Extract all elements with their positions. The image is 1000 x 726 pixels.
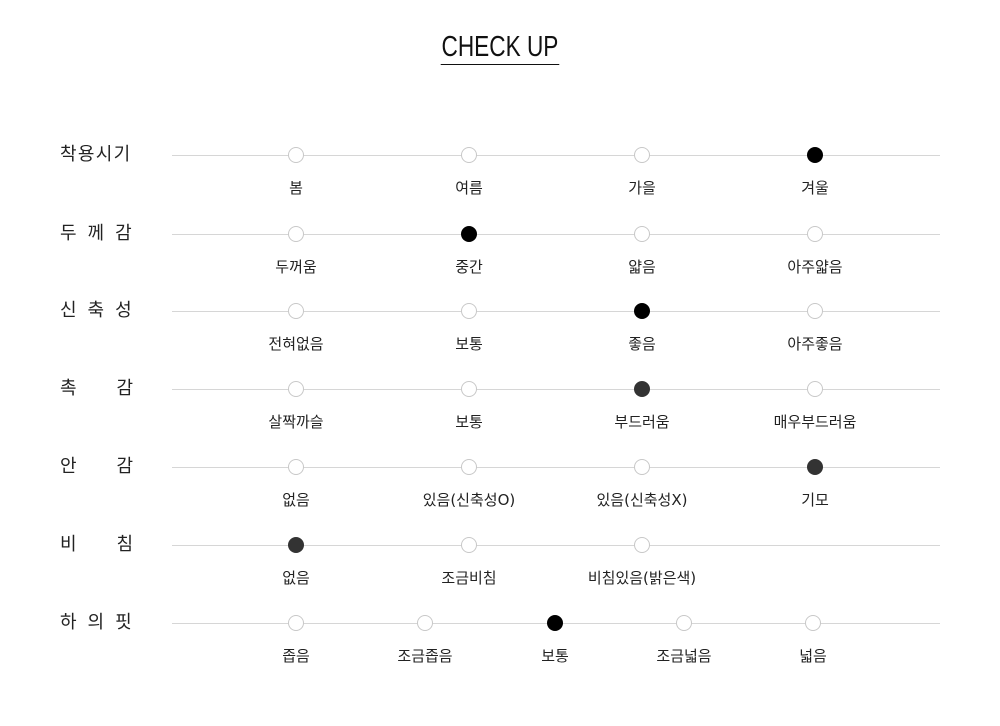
- radio-unselected[interactable]: [461, 537, 477, 553]
- option-label: 얇음: [628, 258, 656, 276]
- radio-unselected[interactable]: [634, 147, 650, 163]
- radio-unselected[interactable]: [288, 147, 304, 163]
- option-label: 살짝까슬: [268, 413, 324, 431]
- option-label: 부드러움: [614, 413, 670, 431]
- radio-selected[interactable]: [461, 226, 477, 242]
- radio-unselected[interactable]: [461, 147, 477, 163]
- option-label: 두꺼움: [275, 258, 317, 276]
- option-label: 없음: [282, 491, 310, 509]
- option-label: 기모: [801, 491, 829, 509]
- check-up-title: CHECK UP: [0, 30, 1000, 65]
- option-label: 있음(신축성O): [422, 491, 516, 509]
- option-label: 없음: [282, 569, 310, 587]
- row-track-line: [172, 467, 940, 468]
- option-label: 겨울: [801, 179, 829, 197]
- row-label: 안감: [60, 456, 174, 477]
- option-label: 매우부드러움: [773, 413, 857, 431]
- title-text: CHECK UP: [440, 31, 560, 65]
- radio-selected[interactable]: [288, 537, 304, 553]
- row-label: 비침: [60, 534, 174, 555]
- row-label: 두께감: [60, 223, 143, 244]
- row-label: 촉감: [60, 378, 174, 399]
- row-label: 하의핏: [60, 612, 143, 633]
- radio-unselected[interactable]: [807, 303, 823, 319]
- radio-unselected[interactable]: [805, 615, 821, 631]
- option-label: 있음(신축성X): [596, 491, 688, 509]
- radio-unselected[interactable]: [461, 459, 477, 475]
- option-label: 중간: [455, 258, 483, 276]
- radio-selected[interactable]: [634, 303, 650, 319]
- radio-unselected[interactable]: [288, 459, 304, 475]
- option-label: 전혀없음: [268, 335, 324, 353]
- option-label: 아주좋음: [787, 335, 843, 353]
- row-track-line: [172, 155, 940, 156]
- row-track-line: [172, 234, 940, 235]
- row-label: 신축성: [60, 300, 143, 321]
- option-label: 보통: [541, 647, 569, 665]
- option-label: 조금좁음: [397, 647, 453, 665]
- radio-unselected[interactable]: [634, 226, 650, 242]
- option-label: 좁음: [282, 647, 310, 665]
- radio-unselected[interactable]: [288, 381, 304, 397]
- radio-unselected[interactable]: [634, 537, 650, 553]
- radio-unselected[interactable]: [288, 226, 304, 242]
- radio-selected[interactable]: [807, 147, 823, 163]
- radio-unselected[interactable]: [807, 226, 823, 242]
- option-label: 조금비침: [441, 569, 497, 587]
- radio-selected[interactable]: [807, 459, 823, 475]
- option-label: 넓음: [799, 647, 827, 665]
- option-label: 아주얇음: [787, 258, 843, 276]
- radio-unselected[interactable]: [417, 615, 433, 631]
- radio-unselected[interactable]: [676, 615, 692, 631]
- radio-unselected[interactable]: [288, 303, 304, 319]
- option-label: 보통: [455, 413, 483, 431]
- radio-unselected[interactable]: [807, 381, 823, 397]
- option-label: 가을: [628, 179, 656, 197]
- option-label: 조금넓음: [656, 647, 712, 665]
- radio-unselected[interactable]: [461, 303, 477, 319]
- radio-unselected[interactable]: [461, 381, 477, 397]
- row-track-line: [172, 311, 940, 312]
- radio-unselected[interactable]: [288, 615, 304, 631]
- radio-selected[interactable]: [547, 615, 563, 631]
- option-label: 봄: [289, 179, 303, 197]
- option-label: 보통: [455, 335, 483, 353]
- option-label: 여름: [455, 179, 483, 197]
- row-track-line: [172, 545, 940, 546]
- radio-selected[interactable]: [634, 381, 650, 397]
- option-label: 좋음: [628, 335, 656, 353]
- option-label: 비침있음(밝은색): [587, 569, 697, 587]
- row-label: 착용시기: [60, 144, 132, 165]
- row-track-line: [172, 389, 940, 390]
- radio-unselected[interactable]: [634, 459, 650, 475]
